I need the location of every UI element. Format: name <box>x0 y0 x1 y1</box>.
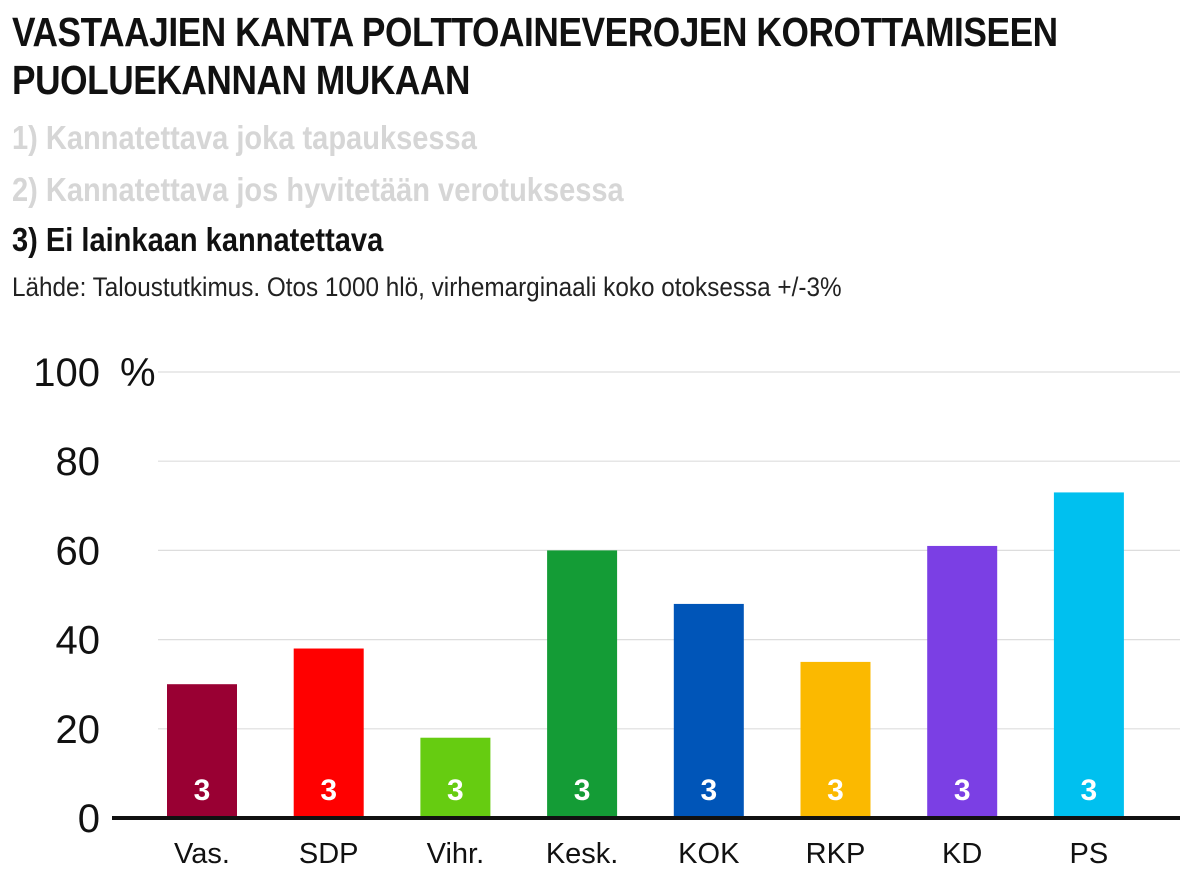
bar-kok <box>673 603 744 818</box>
y-tick-label: 80 <box>56 440 101 484</box>
bar-kd <box>927 545 998 818</box>
x-tick-label: SDP <box>299 838 359 870</box>
x-tick-label: Vihr. <box>427 838 485 870</box>
data-label: 3 <box>574 774 591 807</box>
option-2-label: 2) Kannatettava jos hyvitetään verotukse… <box>12 171 624 208</box>
title-line-1: VASTAAJIEN KANTA POLTTOAINEVEROJEN KOROT… <box>12 9 1058 55</box>
option-1-label: 1) Kannatettava joka tapauksessa <box>12 119 477 156</box>
data-label: 3 <box>1081 774 1098 807</box>
chart-title: VASTAAJIEN KANTA POLTTOAINEVEROJEN KOROT… <box>12 8 1058 104</box>
labels: 0 20 40 60 80 100 % 3 Vas. 3 SDP 3 Vihr. 3 Kesk. 3 KOK 3 R… <box>33 351 1108 870</box>
y-tick-label: 0 <box>78 797 100 841</box>
data-label: 3 <box>194 774 211 807</box>
bar-rkp <box>800 661 871 818</box>
bar-ps <box>1053 492 1124 818</box>
bar-chart: 0 20 40 60 80 100 % 3 Vas. 3 SDP 3 Vihr. 3 Kesk. 3 KOK 3 R… <box>33 351 1180 870</box>
data-label: 3 <box>954 774 971 807</box>
bar-sdp <box>293 648 364 818</box>
x-tick-label: RKP <box>806 838 866 870</box>
bar-vas <box>167 684 237 818</box>
bars <box>112 492 1180 820</box>
x-tick-label: KOK <box>678 838 740 870</box>
y-unit-label: % <box>120 351 156 395</box>
y-tick-label: 40 <box>56 619 101 663</box>
data-label: 3 <box>320 774 337 807</box>
title-line-2: PUOLUEKANNAN MUKAAN <box>12 57 471 103</box>
y-tick-label: 60 <box>56 529 101 573</box>
source-note: Lähde: Taloustutkimus. Otos 1000 hlö, vi… <box>12 272 842 302</box>
x-tick-label: PS <box>1070 838 1109 870</box>
x-tick-label: KD <box>942 838 982 870</box>
x-tick-label: Vas. <box>174 838 230 870</box>
y-tick-label: 20 <box>56 708 101 752</box>
gridlines <box>158 371 1180 730</box>
y-tick-label: 100 <box>33 351 100 395</box>
data-label: 3 <box>447 774 464 807</box>
bar-vihr <box>420 737 491 818</box>
data-label: 3 <box>700 774 717 807</box>
option-3-label: 3) Ei lainkaan kannatettava <box>12 221 384 258</box>
bar-kesk <box>547 550 618 818</box>
x-tick-label: Kesk. <box>546 838 619 870</box>
data-label: 3 <box>827 774 844 807</box>
